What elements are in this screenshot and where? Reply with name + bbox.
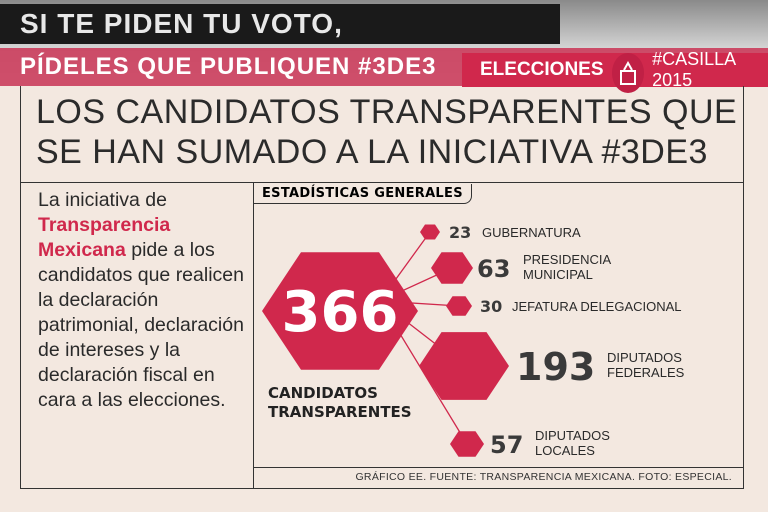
category-value: 30 [480,297,502,316]
category-label: GUBERNATURA [482,225,581,240]
title-line-2: SE HAN SUMADO A LA INICIATIVA #3DE3 [36,133,708,171]
page-title: LOS CANDIDATOS TRANSPARENTES QUE SE HAN … [36,92,737,172]
category-value: 57 [490,431,523,459]
category-label: DIPUTADOS [535,428,610,443]
credits: GRÁFICO EE. FUENTE: TRANSPARENCIA MEXICA… [355,471,732,483]
intro-pre: La iniciativa de [38,189,167,211]
stats-heading: ESTADÍSTICAS GENERALES [253,184,472,204]
divider [253,182,254,488]
category-hexagon [446,296,472,316]
category-hexagon [420,224,440,240]
category-label: PRESIDENCIA [523,252,611,267]
category-label: JEFATURA DELEGACIONAL [512,299,682,314]
ballot-box-icon [611,53,645,93]
intro-highlight: Transparencia Mexicana [38,214,171,261]
intro-text: La iniciativa de Transparencia Mexicana … [38,188,250,413]
total-label: TRANSPARENTES [268,403,412,421]
content-frame [20,86,744,489]
category-value: 63 [477,255,510,283]
category-hexagon [450,431,484,457]
category-label: DIPUTADOS [607,350,682,365]
banner-line-1: SI TE PIDEN TU VOTO, [0,4,560,44]
total-value: 366 [282,280,399,345]
total-label: CANDIDATOS [268,384,378,402]
category-label: FEDERALES [607,365,685,380]
category-value: 193 [516,345,595,389]
category-hexagon [419,332,509,400]
section-tag: ELECCIONES #CASILLA 2015 [462,49,768,93]
divider [20,182,743,183]
subsection-label: #CASILLA 2015 [652,49,736,90]
category-value: 23 [449,223,471,242]
divider [253,467,743,468]
category-label: LOCALES [535,443,595,458]
category-hexagon [431,252,473,284]
total-hexagon [262,252,418,370]
section-label: ELECCIONES [480,59,604,80]
category-label: MUNICIPAL [523,267,593,282]
intro-post: pide a los candidatos que realicen la de… [38,239,244,411]
title-line-1: LOS CANDIDATOS TRANSPARENTES QUE [36,93,738,131]
